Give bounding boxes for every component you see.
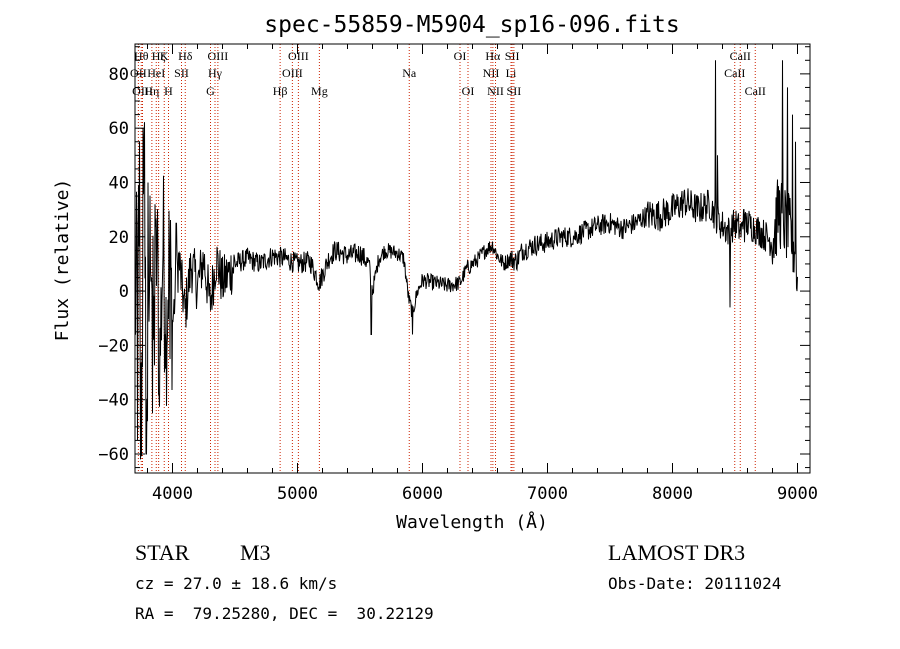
spectrum-series: [134, 60, 798, 460]
spectral-line-label: NII: [483, 66, 500, 80]
spectral-line-label: Hα: [485, 49, 501, 63]
spectral-line-label: OIII: [282, 66, 303, 80]
spectral-line-label: OI: [462, 84, 475, 98]
plot-frame: [134, 43, 811, 474]
spectral-line-label: Hθ: [134, 49, 149, 63]
spectral-line-label: OIII: [208, 49, 229, 63]
y-tick-label: 0: [119, 282, 129, 302]
y-tick-label: −40: [98, 391, 129, 411]
spectral-line-label: K: [160, 49, 169, 63]
spectral-line-label: CaII: [745, 84, 766, 98]
spectral-line-label: Hγ: [208, 66, 223, 80]
x-tick-label: 7000: [527, 484, 568, 504]
x-tick-label: 6000: [402, 484, 443, 504]
chart-title: spec-55859-M5904_sp16-096.fits: [264, 12, 679, 38]
axis-ticks: 4000 5000 6000 7000 8000 9000 −60 −40 −20 0 20 40 60…: [98, 44, 818, 504]
class-label: STAR: [135, 540, 190, 565]
y-tick-label: 40: [109, 173, 129, 193]
spectral-line-label: Mg: [311, 84, 328, 98]
spectral-line-label: SII: [174, 66, 189, 80]
y-tick-label: 80: [109, 65, 129, 85]
spectral-line-label: OII: [130, 66, 147, 80]
y-tick-label: 60: [109, 119, 129, 139]
spectral-line-label: Hζ: [152, 49, 166, 63]
spectrum-line: [134, 60, 798, 460]
spectral-line-label: OI: [454, 49, 467, 63]
spectral-line-label: SII: [505, 49, 520, 63]
y-tick-label: −20: [98, 336, 129, 356]
y-tick-label: −60: [98, 445, 129, 465]
spectral-line-label: SII: [507, 84, 522, 98]
x-tick-label: 8000: [652, 484, 693, 504]
subclass-label: M3: [240, 540, 271, 565]
x-tick-label: 5000: [277, 484, 318, 504]
spectral-line-label: HeI: [147, 66, 165, 80]
spectral-line-label: CaII: [724, 66, 745, 80]
spectral-line-label: OIII: [288, 49, 309, 63]
x-tick-label: 9000: [777, 484, 818, 504]
spectral-line-label: Li: [506, 66, 517, 80]
obs-date-readout: Obs-Date: 20111024: [608, 574, 782, 593]
spectral-line-label: Hδ: [178, 49, 193, 63]
survey-label: LAMOST DR3: [608, 540, 746, 565]
spectral-line-label: Hβ: [273, 84, 288, 98]
line-markers: OIIHθOIIIHηHeIHζKHSIIHδGHγOIIIHβOIIIOIII…: [130, 44, 766, 473]
x-axis-label: Wavelength (Å): [396, 511, 548, 533]
x-tick-label: 4000: [152, 484, 193, 504]
spectral-line-label: G: [206, 84, 215, 98]
spectral-line-label: NII: [487, 84, 504, 98]
y-tick-label: 20: [109, 228, 129, 248]
spectral-line-label: H: [164, 84, 173, 98]
spectral-line-label: Na: [402, 66, 417, 80]
redshift-readout: cz = 27.0 ± 18.6 km/s: [135, 574, 338, 593]
spectral-line-label: Hη: [144, 84, 159, 98]
coordinates-readout: RA = 79.25280, DEC = 30.22129: [135, 604, 434, 623]
spectral-line-label: CaII: [730, 49, 751, 63]
y-axis-label: Flux (relative): [52, 179, 73, 342]
